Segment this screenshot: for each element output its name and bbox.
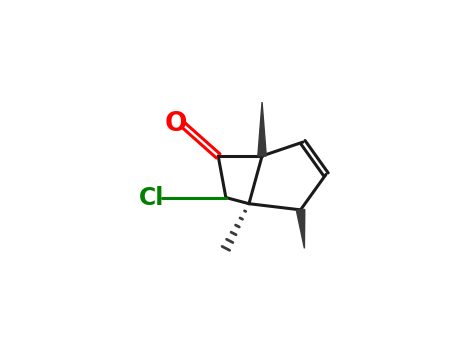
Text: Cl: Cl xyxy=(138,186,164,210)
Polygon shape xyxy=(258,102,266,156)
Polygon shape xyxy=(296,209,305,248)
Text: O: O xyxy=(165,111,187,136)
